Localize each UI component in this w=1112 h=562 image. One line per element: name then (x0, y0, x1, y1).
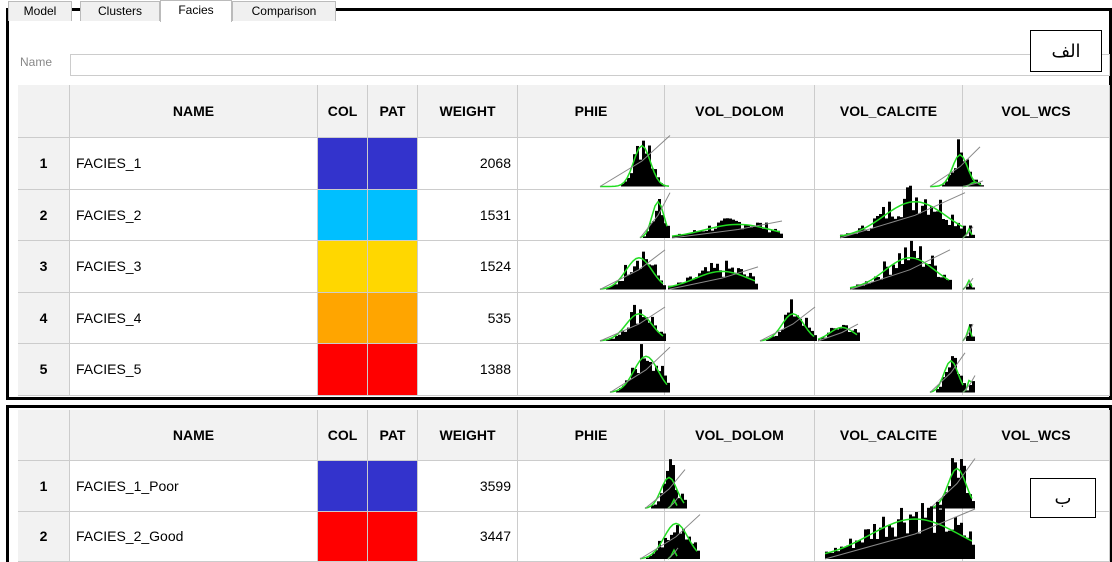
row-index: 1 (18, 138, 70, 190)
pattern-swatch (368, 344, 418, 396)
column-header: NAME (70, 85, 318, 138)
row-index: 1 (18, 461, 70, 512)
distribution-cell (518, 189, 665, 241)
distribution-cell (815, 138, 963, 190)
header-corner (18, 85, 70, 138)
column-header: WEIGHT (418, 410, 518, 461)
panel-label: ب (1030, 478, 1096, 518)
weight: 1524 (418, 241, 518, 293)
distribution-cell (665, 511, 815, 562)
tab[interactable]: Facies (160, 0, 232, 22)
column-header: VOL_WCS (963, 85, 1110, 138)
tab[interactable]: Comparison (232, 1, 336, 21)
weight: 535 (418, 292, 518, 344)
weight: 3447 (418, 511, 518, 562)
pattern-swatch (368, 292, 418, 344)
distribution-cell (815, 292, 963, 344)
color-swatch (318, 344, 368, 396)
row-index: 3 (18, 241, 70, 293)
distribution-cell (518, 511, 665, 562)
color-swatch (318, 511, 368, 562)
column-header: WEIGHT (418, 85, 518, 138)
distribution-cell (665, 138, 815, 190)
distribution-cell (518, 461, 665, 512)
distribution-cell (815, 461, 963, 512)
facies-name: FACIES_2_Good (70, 511, 318, 562)
weight: 1388 (418, 344, 518, 396)
weight: 1531 (418, 189, 518, 241)
distribution-cell (815, 511, 963, 562)
facies-name: FACIES_5 (70, 344, 318, 396)
panel-b-frame (6, 405, 1112, 562)
pattern-swatch (368, 511, 418, 562)
column-header: PHIE (518, 410, 665, 461)
column-header: VOL_CALCITE (815, 410, 963, 461)
weight: 3599 (418, 461, 518, 512)
header-corner (18, 410, 70, 461)
column-header: PAT (368, 85, 418, 138)
distribution-cell (518, 344, 665, 396)
tab[interactable]: Model (8, 1, 72, 21)
distribution-cell (518, 138, 665, 190)
facies-name: FACIES_1_Poor (70, 461, 318, 512)
color-swatch (318, 241, 368, 293)
column-header: VOL_DOLOM (665, 85, 815, 138)
distribution-cell (665, 292, 815, 344)
distribution-cell (963, 241, 1110, 293)
distribution-cell (963, 189, 1110, 241)
panel-label: الف (1030, 30, 1102, 72)
facies-name: FACIES_4 (70, 292, 318, 344)
column-header: VOL_CALCITE (815, 85, 963, 138)
color-swatch (318, 461, 368, 512)
distribution-cell (815, 189, 963, 241)
pattern-swatch (368, 461, 418, 512)
distribution-cell (518, 292, 665, 344)
name-input[interactable] (70, 54, 1110, 76)
color-swatch (318, 189, 368, 241)
row-index: 2 (18, 511, 70, 562)
column-header: PHIE (518, 85, 665, 138)
panel-a-frame (6, 8, 1112, 400)
column-header: PAT (368, 410, 418, 461)
distribution-cell (963, 292, 1110, 344)
facies-name: FACIES_2 (70, 189, 318, 241)
tab[interactable]: Clusters (80, 1, 160, 21)
column-header: COL (318, 410, 368, 461)
pattern-swatch (368, 189, 418, 241)
color-swatch (318, 138, 368, 190)
distribution-cell (665, 241, 815, 293)
distribution-cell (518, 241, 665, 293)
pattern-swatch (368, 241, 418, 293)
row-index: 5 (18, 344, 70, 396)
distribution-cell (665, 189, 815, 241)
name-label: Name (20, 55, 53, 69)
weight: 2068 (418, 138, 518, 190)
pattern-swatch (368, 138, 418, 190)
color-swatch (318, 292, 368, 344)
distribution-cell (963, 344, 1110, 396)
distribution-cell (963, 138, 1110, 190)
distribution-cell (963, 511, 1110, 562)
facies-name: FACIES_3 (70, 241, 318, 293)
row-index: 2 (18, 189, 70, 241)
distribution-cell (815, 344, 963, 396)
row-index: 4 (18, 292, 70, 344)
distribution-cell (815, 241, 963, 293)
column-header: COL (318, 85, 368, 138)
distribution-cell (665, 344, 815, 396)
facies-name: FACIES_1 (70, 138, 318, 190)
distribution-cell (665, 461, 815, 512)
column-header: NAME (70, 410, 318, 461)
column-header: VOL_DOLOM (665, 410, 815, 461)
column-header: VOL_WCS (963, 410, 1110, 461)
